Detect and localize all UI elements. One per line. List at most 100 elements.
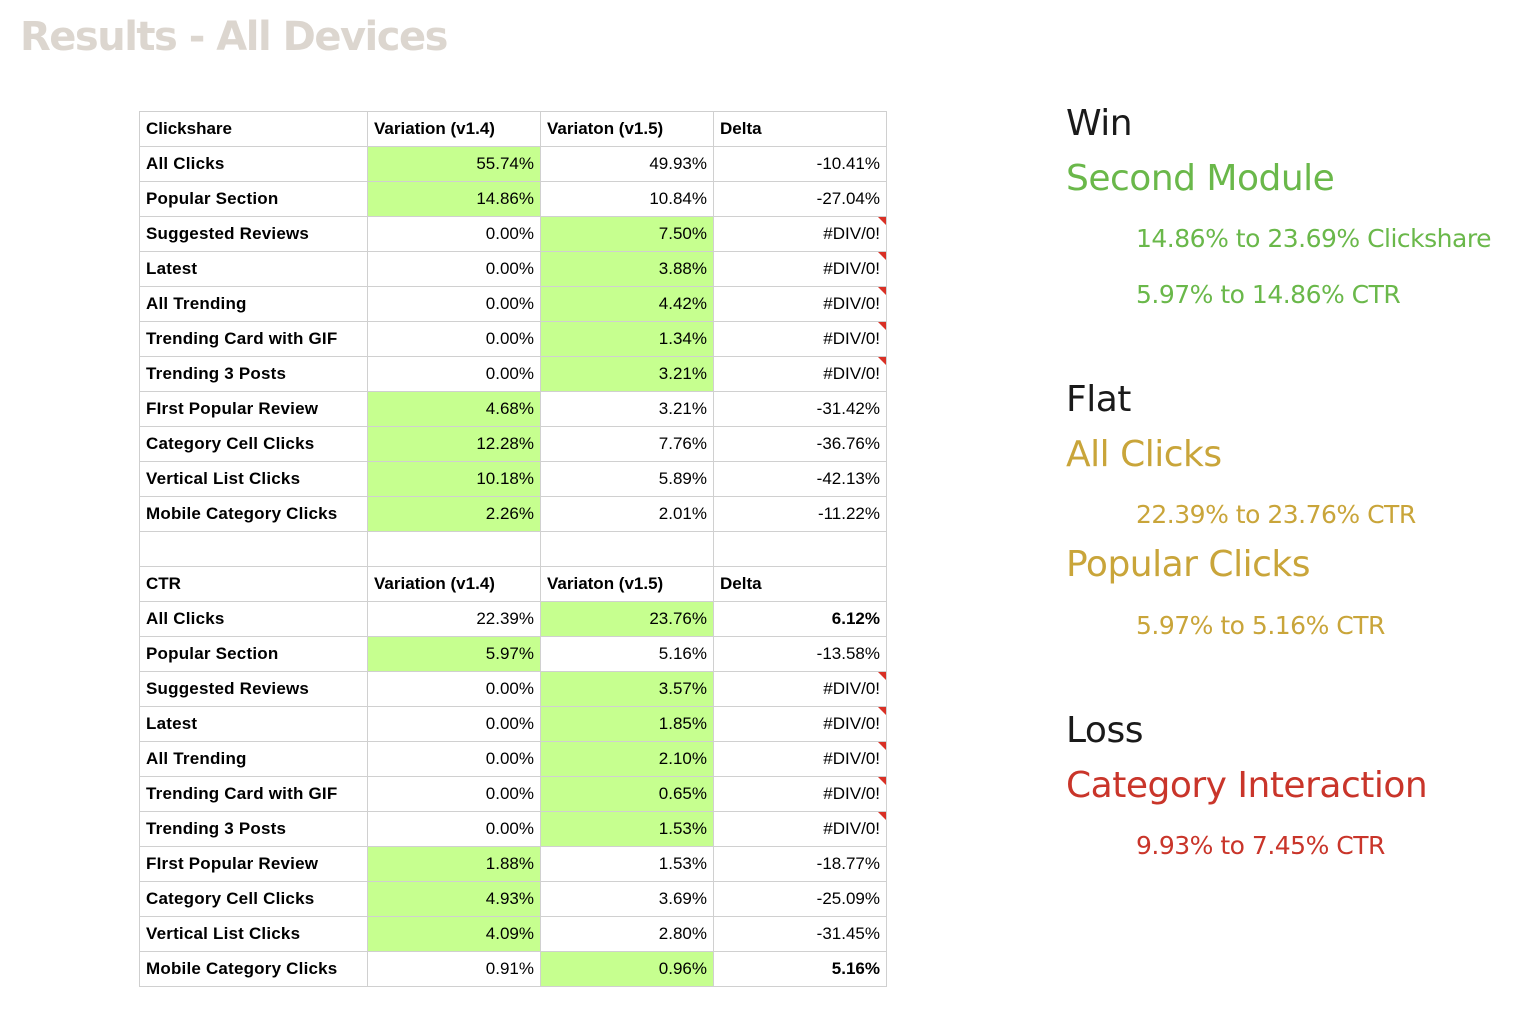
value-cell[interactable]: 0.00% xyxy=(367,356,541,392)
value-cell[interactable]: 0.00% xyxy=(367,671,541,707)
row-label-cell[interactable]: FIrst Popular Review xyxy=(139,391,368,427)
empty-cell[interactable] xyxy=(713,531,887,567)
value-cell[interactable]: 14.86% xyxy=(367,181,541,217)
value-cell[interactable]: 2.01% xyxy=(540,496,714,532)
comment-flag-icon[interactable] xyxy=(878,322,886,330)
comment-flag-icon[interactable] xyxy=(878,777,886,785)
value-cell[interactable]: 4.93% xyxy=(367,881,541,917)
row-label-cell[interactable]: FIrst Popular Review xyxy=(139,846,368,882)
value-cell[interactable]: 1.88% xyxy=(367,846,541,882)
row-label-cell[interactable]: Latest xyxy=(139,251,368,287)
value-cell[interactable]: 0.00% xyxy=(367,811,541,847)
header-cell[interactable]: Variaton (v1.5) xyxy=(540,566,714,602)
value-cell[interactable]: 0.00% xyxy=(367,286,541,322)
value-cell[interactable]: 23.76% xyxy=(540,601,714,637)
value-cell[interactable]: 0.00% xyxy=(367,321,541,357)
row-label-cell[interactable]: Latest xyxy=(139,706,368,742)
delta-cell[interactable]: -18.77% xyxy=(713,846,887,882)
delta-cell[interactable]: #DIV/0! xyxy=(713,286,887,322)
value-cell[interactable]: 0.96% xyxy=(540,951,714,987)
row-label-cell[interactable]: Category Cell Clicks xyxy=(139,426,368,462)
value-cell[interactable]: 0.91% xyxy=(367,951,541,987)
value-cell[interactable]: 3.57% xyxy=(540,671,714,707)
comment-flag-icon[interactable] xyxy=(878,357,886,365)
empty-cell[interactable] xyxy=(139,531,368,567)
value-cell[interactable]: 22.39% xyxy=(367,601,541,637)
value-cell[interactable]: 2.26% xyxy=(367,496,541,532)
delta-cell[interactable]: #DIV/0! xyxy=(713,216,887,252)
value-cell[interactable]: 1.85% xyxy=(540,706,714,742)
delta-cell[interactable]: -11.22% xyxy=(713,496,887,532)
value-cell[interactable]: 10.84% xyxy=(540,181,714,217)
delta-cell[interactable]: #DIV/0! xyxy=(713,741,887,777)
value-cell[interactable]: 4.09% xyxy=(367,916,541,952)
comment-flag-icon[interactable] xyxy=(878,287,886,295)
header-cell[interactable]: Clickshare xyxy=(139,111,368,147)
value-cell[interactable]: 2.10% xyxy=(540,741,714,777)
delta-cell[interactable]: -31.45% xyxy=(713,916,887,952)
value-cell[interactable]: 1.53% xyxy=(540,846,714,882)
row-label-cell[interactable]: Suggested Reviews xyxy=(139,671,368,707)
value-cell[interactable]: 5.97% xyxy=(367,636,541,672)
delta-cell[interactable]: 6.12% xyxy=(713,601,887,637)
row-label-cell[interactable]: Vertical List Clicks xyxy=(139,916,368,952)
delta-cell[interactable]: -36.76% xyxy=(713,426,887,462)
delta-cell[interactable]: #DIV/0! xyxy=(713,251,887,287)
comment-flag-icon[interactable] xyxy=(878,742,886,750)
delta-cell[interactable]: -31.42% xyxy=(713,391,887,427)
value-cell[interactable]: 3.69% xyxy=(540,881,714,917)
delta-cell[interactable]: -27.04% xyxy=(713,181,887,217)
row-label-cell[interactable]: Trending Card with GIF xyxy=(139,776,368,812)
row-label-cell[interactable]: All Clicks xyxy=(139,146,368,182)
value-cell[interactable]: 0.00% xyxy=(367,216,541,252)
row-label-cell[interactable]: Mobile Category Clicks xyxy=(139,951,368,987)
header-cell[interactable]: Delta xyxy=(713,566,887,602)
value-cell[interactable]: 0.65% xyxy=(540,776,714,812)
delta-cell[interactable]: -42.13% xyxy=(713,461,887,497)
value-cell[interactable]: 49.93% xyxy=(540,146,714,182)
value-cell[interactable]: 7.50% xyxy=(540,216,714,252)
delta-cell[interactable]: 5.16% xyxy=(713,951,887,987)
value-cell[interactable]: 0.00% xyxy=(367,776,541,812)
header-cell[interactable]: Delta xyxy=(713,111,887,147)
row-label-cell[interactable]: Trending 3 Posts xyxy=(139,356,368,392)
delta-cell[interactable]: #DIV/0! xyxy=(713,776,887,812)
delta-cell[interactable]: #DIV/0! xyxy=(713,706,887,742)
value-cell[interactable]: 7.76% xyxy=(540,426,714,462)
comment-flag-icon[interactable] xyxy=(878,252,886,260)
row-label-cell[interactable]: Popular Section xyxy=(139,636,368,672)
value-cell[interactable]: 4.42% xyxy=(540,286,714,322)
header-cell[interactable]: Variation (v1.4) xyxy=(367,111,541,147)
value-cell[interactable]: 0.00% xyxy=(367,741,541,777)
value-cell[interactable]: 10.18% xyxy=(367,461,541,497)
value-cell[interactable]: 1.53% xyxy=(540,811,714,847)
value-cell[interactable]: 3.21% xyxy=(540,391,714,427)
row-label-cell[interactable]: Suggested Reviews xyxy=(139,216,368,252)
comment-flag-icon[interactable] xyxy=(878,707,886,715)
row-label-cell[interactable]: Popular Section xyxy=(139,181,368,217)
value-cell[interactable]: 2.80% xyxy=(540,916,714,952)
value-cell[interactable]: 12.28% xyxy=(367,426,541,462)
row-label-cell[interactable]: All Trending xyxy=(139,286,368,322)
value-cell[interactable]: 3.21% xyxy=(540,356,714,392)
value-cell[interactable]: 3.88% xyxy=(540,251,714,287)
row-label-cell[interactable]: All Clicks xyxy=(139,601,368,637)
delta-cell[interactable]: #DIV/0! xyxy=(713,811,887,847)
header-cell[interactable]: Variaton (v1.5) xyxy=(540,111,714,147)
value-cell[interactable]: 55.74% xyxy=(367,146,541,182)
value-cell[interactable]: 0.00% xyxy=(367,706,541,742)
value-cell[interactable]: 0.00% xyxy=(367,251,541,287)
value-cell[interactable]: 5.89% xyxy=(540,461,714,497)
row-label-cell[interactable]: Category Cell Clicks xyxy=(139,881,368,917)
value-cell[interactable]: 4.68% xyxy=(367,391,541,427)
empty-cell[interactable] xyxy=(367,531,541,567)
value-cell[interactable]: 1.34% xyxy=(540,321,714,357)
delta-cell[interactable]: #DIV/0! xyxy=(713,356,887,392)
row-label-cell[interactable]: Vertical List Clicks xyxy=(139,461,368,497)
comment-flag-icon[interactable] xyxy=(878,217,886,225)
header-cell[interactable]: CTR xyxy=(139,566,368,602)
delta-cell[interactable]: -13.58% xyxy=(713,636,887,672)
comment-flag-icon[interactable] xyxy=(878,812,886,820)
empty-cell[interactable] xyxy=(540,531,714,567)
row-label-cell[interactable]: All Trending xyxy=(139,741,368,777)
